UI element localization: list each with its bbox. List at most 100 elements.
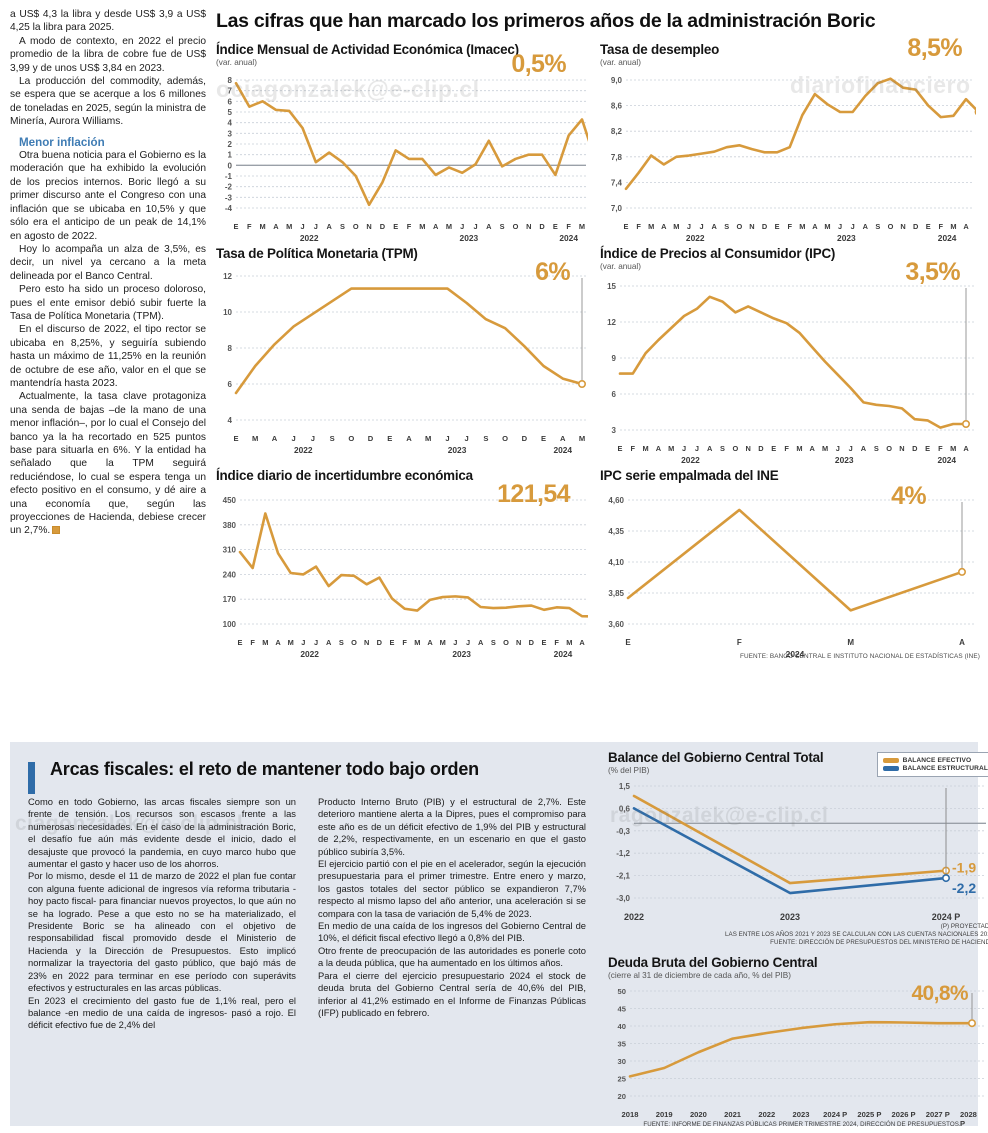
x-tick-label: A <box>325 638 332 647</box>
x-tick-label: S <box>720 444 725 453</box>
x-tick-label: E <box>771 444 777 453</box>
chart-title: IPC serie empalmada del INE <box>600 468 779 483</box>
x-tick-label: D <box>521 434 528 443</box>
x-year-label: 2024 <box>785 649 805 659</box>
x-tick-label: 2028 P <box>960 1110 977 1128</box>
x-tick-label: D <box>912 222 919 231</box>
article-paragraph: La producción del commodity, además, se … <box>10 76 206 128</box>
x-tick-label: A <box>406 434 412 443</box>
x-tick-label: M <box>668 444 675 453</box>
x-tick-label: M <box>648 222 655 231</box>
x-tick-label: E <box>393 222 399 231</box>
x-tick-label: J <box>473 222 478 231</box>
svg-text:310: 310 <box>223 546 237 555</box>
chart-card-ipc_empalmada: IPC serie empalmada del INE 4,60 4,35 4,10 3… <box>600 468 980 662</box>
bottom-text-columns: Como en todo Gobierno, las arcas fiscale… <box>28 796 588 1032</box>
bottom-paragraph: Otro frente de preocupación de las autor… <box>318 944 586 969</box>
svg-text:40: 40 <box>618 1022 626 1031</box>
article-paragraph: Pero esto ha sido un proceso doloroso, p… <box>10 284 206 322</box>
x-tick-label: F <box>566 222 571 231</box>
x-tick-label: O <box>503 638 509 647</box>
x-tick-label: J <box>301 638 306 647</box>
x-tick-label: F <box>736 638 742 647</box>
x-tick-label: M <box>578 222 586 231</box>
x-tick-label: J <box>848 444 853 453</box>
chart-subtitle: (var. anual) <box>600 58 641 67</box>
svg-text:8: 8 <box>228 344 233 353</box>
x-tick-label: F <box>247 222 252 231</box>
x-tick-label: F <box>938 444 943 453</box>
x-tick-label: F <box>630 444 636 453</box>
svg-text:7,4: 7,4 <box>611 178 623 187</box>
chart-card-incertidumbre: Índice diario de incertidumbre económica… <box>216 468 592 662</box>
chart-subtitle: (var. anual) <box>216 58 257 67</box>
svg-text:4: 4 <box>228 119 233 128</box>
svg-text:45: 45 <box>618 1005 627 1014</box>
x-tick-label: J <box>310 434 315 443</box>
bottom-article: Arcas fiscales: el reto de mantener todo… <box>28 756 588 1032</box>
plot-area-desempleo: 9,0 8,6 8,2 7,8 7,4 7,0 E F M A M J J A S O N D E F M A M J J A S O… <box>600 72 980 246</box>
chart-subtitle: (cierre al 31 de diciembre de cada año, … <box>608 971 791 980</box>
x-tick-label: O <box>886 444 892 453</box>
article-paragraph-text: Actualmente, la tasa clave protagoniza u… <box>10 391 206 537</box>
article-paragraph-last: Actualmente, la tasa clave protagoniza u… <box>10 390 206 537</box>
svg-text:9,0: 9,0 <box>611 76 623 85</box>
x-tick-label: D <box>379 222 386 231</box>
x-tick-label: A <box>860 444 867 453</box>
article-paragraph: a US$ 4,3 la libra y desde US$ 3,9 a US$… <box>10 9 206 34</box>
x-tick-label: N <box>363 638 370 647</box>
svg-text:-1: -1 <box>225 172 233 181</box>
svg-text:1: 1 <box>228 151 233 160</box>
x-tick-label: O <box>352 222 359 231</box>
x-tick-label: A <box>959 638 965 647</box>
x-year-label: 2024 <box>937 233 957 243</box>
x-tick-label: J <box>465 638 471 647</box>
x-tick-label: D <box>376 638 382 647</box>
bottom-paragraph: Por lo mismo, desde el 11 de marzo de 20… <box>28 870 296 994</box>
x-tick-label: 2026 P <box>891 1110 916 1119</box>
x-tick-label: J <box>300 222 305 231</box>
x-tick-label: 2019 <box>655 1110 673 1119</box>
end-of-article-mark <box>52 526 61 535</box>
x-tick-label: S <box>483 434 489 443</box>
x-tick-label: M <box>578 434 586 443</box>
x-tick-label: M <box>414 638 421 647</box>
headline-value-ipc: 3,5% <box>905 258 960 286</box>
article-left-column: a US$ 4,3 la libra y desde US$ 3,9 a US$… <box>10 8 206 720</box>
x-tick-label: S <box>329 434 335 443</box>
svg-text:4,35: 4,35 <box>608 527 624 536</box>
x-tick-label: E <box>623 222 629 231</box>
x-year-label: 2024 <box>553 649 573 659</box>
x-tick-label: A <box>273 222 279 231</box>
legend-item[interactable]: BALANCE EFECTIVO <box>882 757 988 764</box>
bottom-paragraph: En 2023 el crecimiento del gasto fue de … <box>28 994 296 1031</box>
svg-text:-1,9: -1,9 <box>952 860 976 876</box>
x-tick-label: D <box>758 444 764 453</box>
bottom-paragraph: Para el cierre del ejercicio presupuesta… <box>318 969 586 1018</box>
x-tick-label: 2023 <box>779 912 801 922</box>
x-year-label: 2023 <box>452 649 471 659</box>
x-tick-label: N <box>526 222 532 231</box>
svg-text:1,5: 1,5 <box>619 782 631 791</box>
x-tick-label: A <box>711 222 717 231</box>
x-tick-label: 2018 <box>621 1110 639 1119</box>
bottom-section: Arcas fiscales: el reto de mantener todo… <box>10 742 988 1128</box>
svg-text:6: 6 <box>612 390 617 399</box>
plot-area-balance: 1,5 0,6 -0,3 -1,2 -2,1 -3,0 -1,9 -2,2 2022 2023 20… <box>608 780 988 923</box>
legend-label: BALANCE ESTRUCTURAL <box>902 765 988 772</box>
x-tick-label: A <box>275 638 281 647</box>
x-tick-label: E <box>925 222 931 231</box>
x-tick-label: A <box>579 638 585 647</box>
x-tick-label: E <box>233 434 239 443</box>
article-subhead: Menor inflación <box>19 135 105 149</box>
x-tick-label: M <box>259 222 266 231</box>
svg-text:-4: -4 <box>225 204 233 213</box>
x-tick-label: N <box>900 222 906 231</box>
svg-text:7,8: 7,8 <box>611 153 623 162</box>
legend-item[interactable]: BALANCE ESTRUCTURAL <box>882 765 988 772</box>
x-tick-label: O <box>887 222 894 231</box>
x-tick-label: A <box>326 222 332 231</box>
x-tick-label: N <box>366 222 372 231</box>
chart-note: LAS ENTRE LOS AÑOS 2021 Y 2023 SE CALCUL… <box>725 931 988 938</box>
